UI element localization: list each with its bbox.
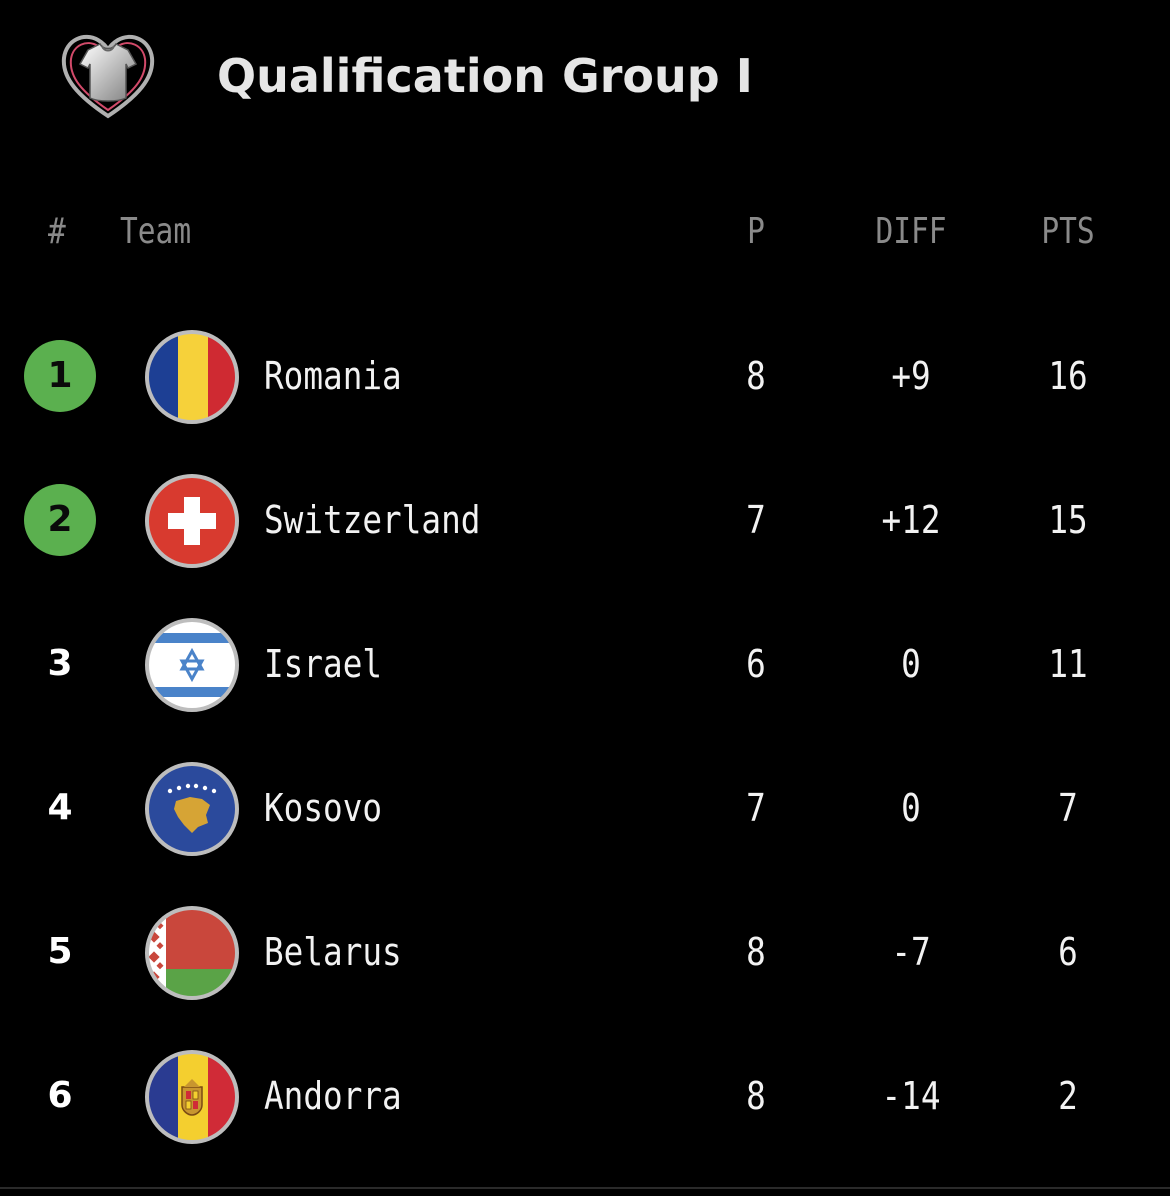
- israel-flag-icon: [145, 618, 239, 712]
- points-value: 6: [1058, 930, 1078, 974]
- switzerland-flag-icon: [145, 474, 239, 568]
- rank-label: 4: [47, 787, 73, 828]
- diff-value: 0: [901, 786, 921, 830]
- column-header-rank: #: [48, 211, 66, 252]
- belarus-flag-icon: [145, 906, 239, 1000]
- standings-row[interactable]: 3 Israel 6 0 11: [0, 604, 1170, 724]
- team-name: Romania: [264, 354, 402, 398]
- team-name: Belarus: [264, 930, 402, 974]
- played-value: 8: [746, 354, 766, 398]
- diff-value: +12: [881, 498, 941, 542]
- played-value: 8: [746, 930, 766, 974]
- standings-row[interactable]: 6 Andorra 8 -14 2: [0, 1036, 1170, 1156]
- team-name: Kosovo: [264, 786, 383, 830]
- kosovo-flag-icon: [145, 762, 239, 856]
- column-header-diff: DIFF: [875, 211, 947, 252]
- page-title: Qualification Group I: [217, 49, 753, 103]
- team-name: Switzerland: [264, 498, 481, 542]
- column-header-team: Team: [120, 211, 192, 252]
- andorra-flag-icon: [145, 1050, 239, 1144]
- diff-value: 0: [901, 642, 921, 686]
- bottom-divider: [0, 1187, 1170, 1189]
- column-header-played: P: [747, 211, 765, 252]
- diff-value: +9: [891, 354, 931, 398]
- standings-row[interactable]: 5 Belarus 8 -7 6: [0, 892, 1170, 1012]
- played-value: 8: [746, 1074, 766, 1118]
- points-value: 15: [1048, 498, 1088, 542]
- rank-label: 5: [47, 931, 73, 972]
- points-value: 7: [1058, 786, 1078, 830]
- points-value: 11: [1048, 642, 1088, 686]
- header: Qualification Group I: [0, 0, 1170, 160]
- played-value: 6: [746, 642, 766, 686]
- euro-qualifiers-logo-icon: [61, 34, 155, 119]
- points-value: 16: [1048, 354, 1088, 398]
- rank-label: 6: [47, 1075, 73, 1116]
- diff-value: -14: [881, 1074, 941, 1118]
- standings-row[interactable]: 4 Kosovo 7 0 7: [0, 748, 1170, 868]
- points-value: 2: [1058, 1074, 1078, 1118]
- played-value: 7: [746, 786, 766, 830]
- rank-label: 3: [47, 643, 73, 684]
- standings-row[interactable]: 1 Romania 8 +9 16: [0, 316, 1170, 436]
- diff-value: -7: [891, 930, 931, 974]
- standings-row[interactable]: 2 Switzerland 7 +12 15: [0, 460, 1170, 580]
- romania-flag-icon: [145, 330, 239, 424]
- column-header-points: PTS: [1041, 211, 1095, 252]
- team-name: Andorra: [264, 1074, 402, 1118]
- rank-badge: 1: [24, 340, 96, 412]
- rank-badge: 2: [24, 484, 96, 556]
- played-value: 7: [746, 498, 766, 542]
- team-name: Israel: [264, 642, 383, 686]
